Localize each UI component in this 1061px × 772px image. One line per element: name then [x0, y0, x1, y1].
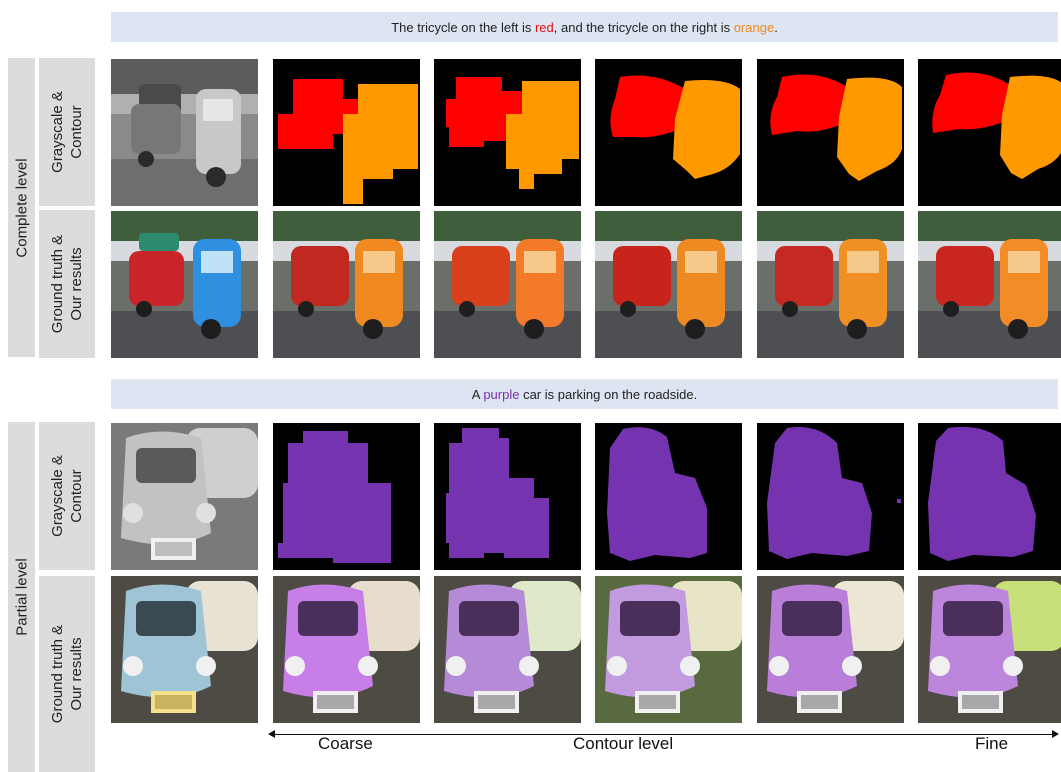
result-complete-coarse-1	[273, 211, 420, 358]
row-label-grayscale-complete: Grayscale & Contour	[39, 58, 95, 206]
row-label-gt-complete: Ground truth & Our results	[39, 210, 95, 358]
caption-banner-bottom: A purple car is parking on the roadside.	[111, 379, 1058, 409]
caption-top-middle: , and the tricycle on the right is	[553, 19, 734, 35]
result-complete-fine-1	[757, 211, 904, 358]
mask-complete-fine-1	[757, 59, 904, 206]
arrow-left-icon	[268, 730, 275, 738]
result-complete-fine-2	[918, 211, 1061, 358]
caption-top-prefix: The tricycle on the left is	[391, 19, 535, 35]
mask-complete-fine-2	[918, 59, 1061, 206]
mask-partial-mid-1	[595, 423, 742, 570]
ground-truth-tricycles-image	[111, 211, 258, 358]
caption-bottom-purple-word: purple	[483, 386, 520, 402]
result-partial-mid-1	[595, 576, 742, 723]
result-partial-fine-2	[918, 576, 1061, 723]
caption-top-orange-word: orange	[733, 19, 775, 35]
axis-label-fine: Fine	[975, 734, 1009, 753]
complete-level-label: Complete level	[8, 58, 35, 357]
mask-complete-mid-1	[595, 59, 742, 206]
grayscale-tricycles-image	[111, 59, 258, 206]
caption-bottom-prefix: A	[471, 386, 484, 402]
caption-top-suffix: .	[774, 19, 778, 35]
mask-complete-coarse-2	[434, 59, 581, 206]
mask-partial-fine-2	[918, 423, 1061, 570]
caption-top-red-word: red	[534, 19, 554, 35]
result-complete-mid-1	[595, 211, 742, 358]
grayscale-car-image	[111, 423, 258, 570]
result-partial-coarse-1	[273, 576, 420, 723]
partial-level-label: Partial level	[8, 422, 35, 772]
mask-partial-fine-1	[757, 423, 904, 570]
axis-label-contour-level: Contour level	[573, 734, 674, 753]
mask-complete-coarse-1	[273, 59, 420, 206]
axis-label-coarse: Coarse	[318, 734, 373, 753]
mask-partial-coarse-1	[273, 423, 420, 570]
result-partial-fine-1	[757, 576, 904, 723]
contour-axis-line	[273, 734, 1053, 735]
arrow-right-icon	[1052, 730, 1059, 738]
row-label-grayscale-partial: Grayscale & Contour	[39, 422, 95, 570]
row-label-gt-partial: Ground truth & Our results	[39, 576, 95, 772]
caption-bottom-suffix: car is parking on the roadside.	[519, 386, 698, 402]
ground-truth-car-image	[111, 576, 258, 723]
mask-partial-coarse-2	[434, 423, 581, 570]
result-complete-coarse-2	[434, 211, 581, 358]
result-partial-coarse-2	[434, 576, 581, 723]
caption-banner-top: The tricycle on the left is red, and the…	[111, 12, 1058, 42]
